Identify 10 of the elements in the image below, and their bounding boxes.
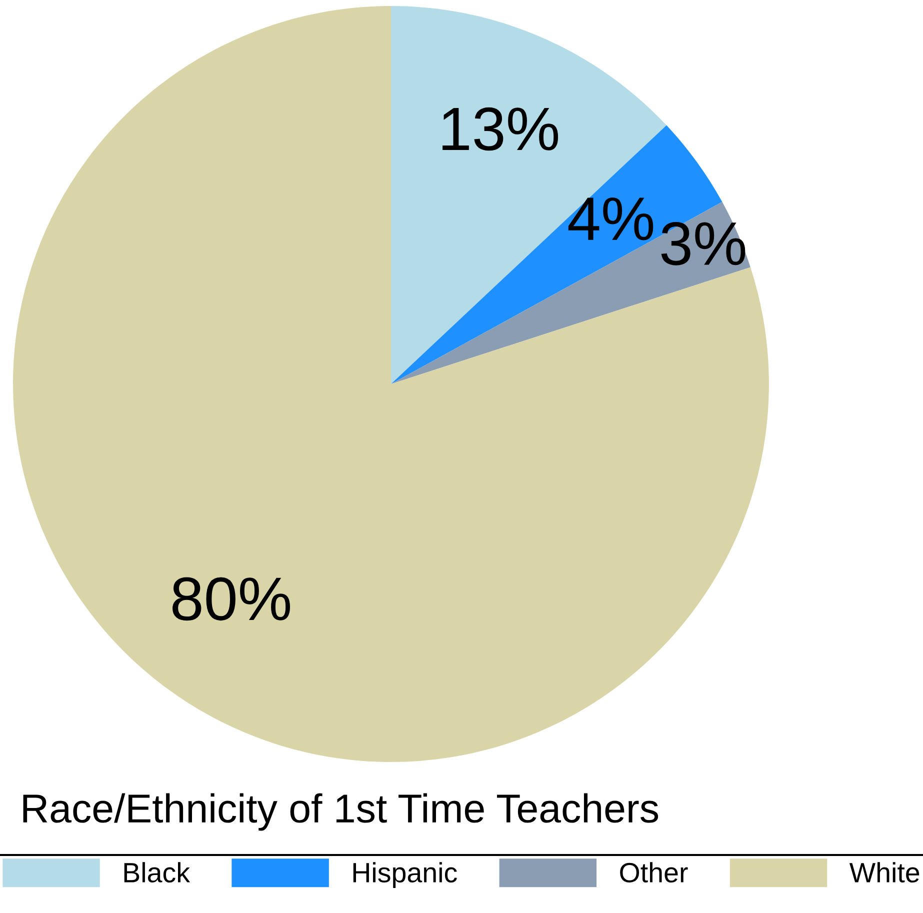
legend-label: Other [620, 862, 688, 883]
legend-label: Black [124, 862, 190, 883]
data-label: 4% [568, 197, 654, 240]
data-label: 3% [661, 222, 746, 266]
legend-label: White [849, 862, 920, 883]
data-label: 80% [172, 577, 290, 621]
pie-slice [13, 6, 769, 762]
legend-label: Hispanic [353, 862, 457, 888]
text: Race/Ethnicity of 1st Time Teachers [23, 793, 658, 831]
data-label: 13% [442, 107, 558, 151]
